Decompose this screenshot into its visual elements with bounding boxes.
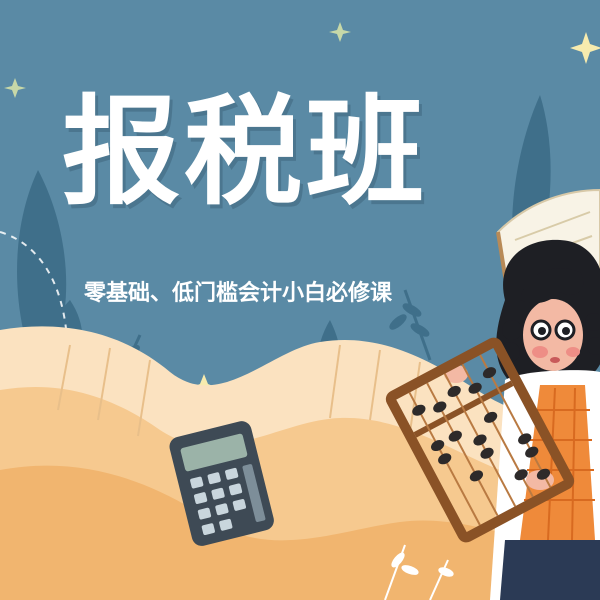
star-icon xyxy=(329,22,351,42)
star-icon xyxy=(4,78,26,98)
star-icon xyxy=(570,32,600,64)
poster-title: 报税班 xyxy=(62,83,429,221)
calculator-icon xyxy=(169,421,274,546)
leaf-icon xyxy=(384,544,454,600)
character-illustration xyxy=(444,239,600,600)
leaf-icon xyxy=(389,289,432,361)
poster-subtitle: 零基础、低门槛会计小白必修课 xyxy=(84,281,393,306)
abacus-icon xyxy=(385,337,575,543)
